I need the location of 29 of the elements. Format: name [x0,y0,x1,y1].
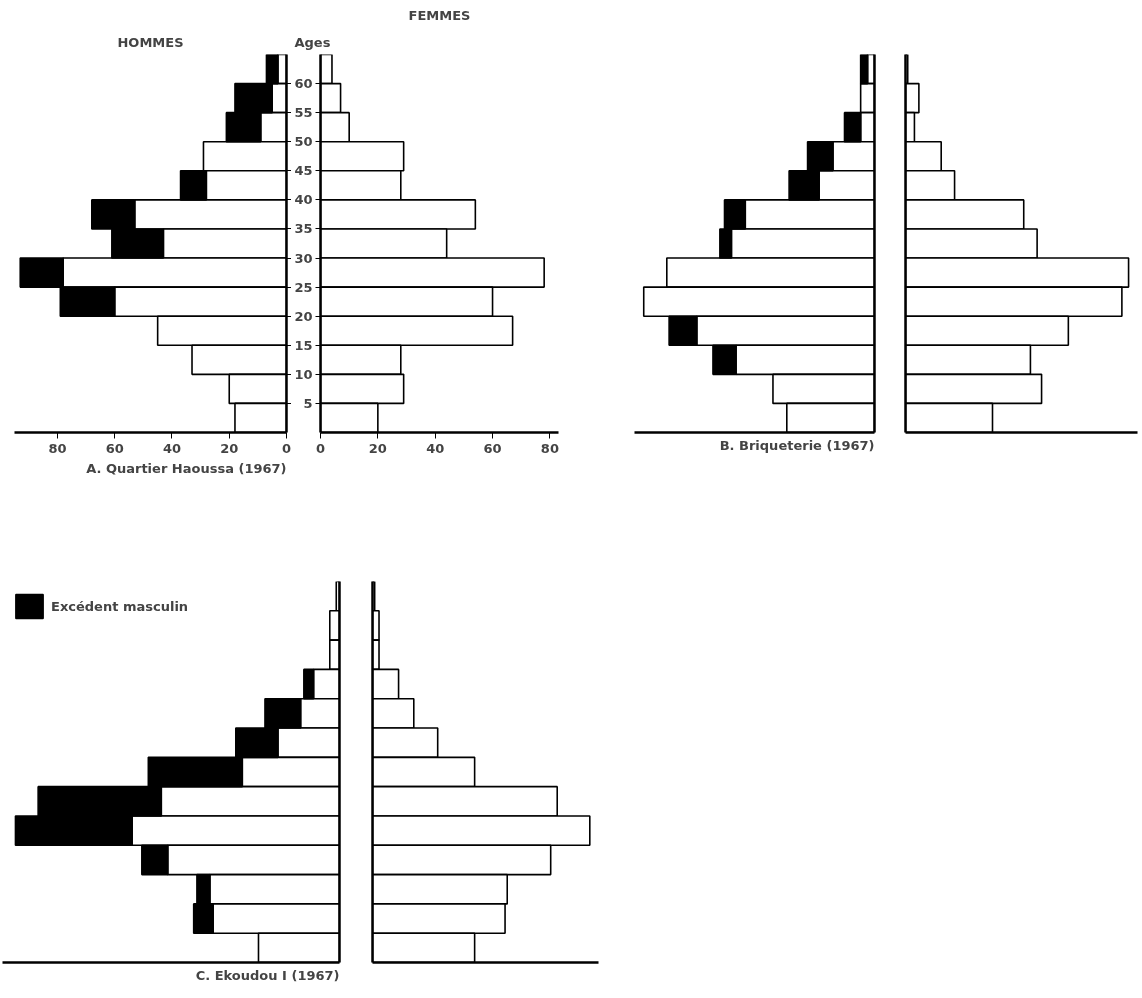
x-tick-label: 20 [220,440,239,456]
y-tick-label: 15 [294,337,313,353]
chart-title: HOMMES [117,34,184,50]
x-tick-label: 0 [281,440,292,456]
x-tick-label: 80 [48,440,67,456]
x-tick-label: 40 [426,440,445,456]
y-tick-label: 35 [294,221,313,237]
y-tick-label: 30 [294,250,313,266]
y-tick-label: 60 [294,76,313,92]
x-tick-label: 40 [162,440,182,456]
text: B. Briqueterie (1967) [719,437,875,453]
legend-label: Excédent masculin [51,598,189,614]
text: C. Ekoudou I (1967) [195,967,340,983]
x-tick-label: 80 [540,440,559,456]
y-tick-label: 20 [294,308,313,324]
y-tick-label: 25 [294,279,313,295]
y-tick-label: 50 [294,134,313,150]
y-tick-label: 40 [294,192,313,208]
x-tick-label: 60 [483,440,502,456]
x-tick-label: 0 [315,440,326,456]
y-tick-label: 45 [294,163,313,179]
y-tick-label: 10 [294,366,313,382]
y-tick-label: 5 [303,395,313,411]
y-axis-title: Ages [294,34,331,50]
x-tick-label: 20 [368,440,387,456]
y-tick-label: 55 [294,105,313,121]
text: A. Quartier Haoussa (1967) [86,460,287,476]
chart-title: FEMMES [408,7,471,23]
x-tick-label: 60 [105,440,124,456]
